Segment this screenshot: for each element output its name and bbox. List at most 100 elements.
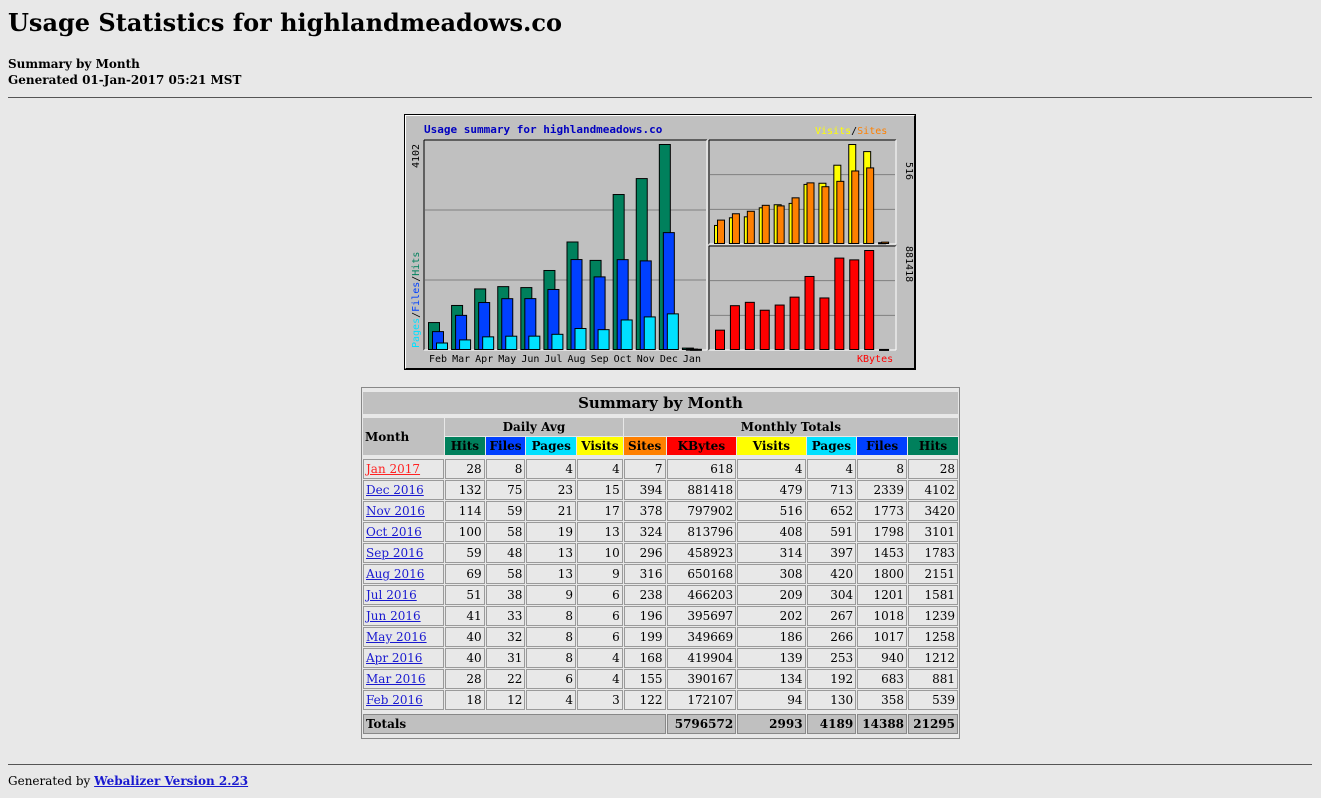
month-link[interactable]: Dec 2016 [366, 483, 424, 497]
monthly-cell: 186 [737, 627, 806, 647]
daily-cell: 13 [526, 543, 577, 563]
monthly-col-kbytes: KBytes [666, 437, 737, 455]
month-link[interactable]: Apr 2016 [366, 651, 423, 665]
daily-cell: 12 [485, 690, 526, 710]
monthly-cell: 358 [857, 690, 908, 710]
monthly-cell: 304 [806, 585, 857, 605]
month-link[interactable]: Nov 2016 [366, 504, 425, 518]
daily-cell: 69 [445, 564, 485, 584]
month-link[interactable]: Jan 2017 [366, 462, 421, 476]
bar-sites [761, 204, 770, 245]
monthly-cell: 797902 [666, 501, 737, 521]
daily-cell: 15 [577, 480, 623, 500]
bar-pages [666, 313, 679, 351]
table-row: Nov 2016 114 59 21 17 378 797902 516 652 1773 3420 [363, 501, 958, 521]
bar-sites [746, 210, 755, 244]
footer-divider [8, 764, 1312, 765]
daily-cell: 21 [526, 501, 577, 521]
bar-pages [620, 319, 633, 350]
totals-cell: 14388 [857, 714, 908, 734]
table-row: May 2016 40 32 8 6 199 349669 186 266 1017 1258 [363, 627, 958, 647]
table-row: Jul 2016 51 38 9 6 238 466203 209 304 1201 1581 [363, 585, 958, 605]
month-link[interactable]: Oct 2016 [366, 525, 422, 539]
monthly-cell: 308 [737, 564, 806, 584]
y-axis-label-part: Hits [411, 252, 422, 276]
monthly-cell: 4 [806, 459, 857, 479]
monthly-cell: 479 [737, 480, 806, 500]
table-row: Dec 2016 132 75 23 15 394 881418 479 713 2339 4102 [363, 480, 958, 500]
bar-sites [821, 186, 830, 245]
legend-part: / [851, 126, 857, 137]
daily-cell: 4 [577, 669, 623, 689]
month-link[interactable]: Aug 2016 [366, 567, 425, 581]
daily-cell: 31 [485, 648, 526, 668]
daily-cell: 9 [526, 585, 577, 605]
y-axis-label-part: / [411, 312, 422, 318]
daily-cell: 40 [445, 648, 485, 668]
month-link[interactable]: Jul 2016 [366, 588, 417, 602]
bar-sites [776, 205, 785, 244]
legend-part: Visits [815, 126, 851, 137]
monthly-totals-header: Monthly Totals [623, 418, 958, 436]
y-max-label: 4102 [411, 144, 422, 168]
x-tick-label: Apr [475, 354, 493, 365]
daily-cell: 41 [445, 606, 485, 626]
table-row: Jun 2016 41 33 8 6 196 395697 202 267 1018 1239 [363, 606, 958, 626]
bar-pages [643, 316, 656, 350]
y-axis-label-part: Pages [411, 318, 422, 348]
daily-cell: 18 [445, 690, 485, 710]
monthly-cell: 539 [908, 690, 958, 710]
kbytes-legend: KBytes [857, 354, 893, 365]
bar-kbytes [729, 305, 740, 351]
bar-pages [551, 333, 564, 350]
monthly-cell: 316 [623, 564, 666, 584]
visits-sites-legend: Visits/Sites [815, 126, 887, 137]
bar-kbytes [879, 348, 890, 351]
monthly-cell: 134 [737, 669, 806, 689]
daily-cell: 8 [485, 459, 526, 479]
bar-sites [806, 182, 815, 244]
monthly-cell: 168 [623, 648, 666, 668]
monthly-cell: 408 [737, 522, 806, 542]
daily-cell: 3 [577, 690, 623, 710]
monthly-cell: 458923 [666, 543, 737, 563]
monthly-cell: 130 [806, 690, 857, 710]
summary-by-month-table: Summary by Month Month Daily Avg Monthly To… [361, 387, 960, 739]
report-subtitle: Summary by Month [8, 57, 140, 71]
daily-cell: 23 [526, 480, 577, 500]
monthly-cell: 267 [806, 606, 857, 626]
month-link[interactable]: May 2016 [366, 630, 427, 644]
monthly-col-files: Files [857, 437, 908, 455]
daily-cell: 4 [577, 648, 623, 668]
daily-cell: 6 [577, 585, 623, 605]
table-title: Summary by Month [363, 392, 958, 414]
bar-kbytes [804, 275, 815, 350]
x-tick-label: Aug [568, 354, 586, 365]
monthly-cell: 238 [623, 585, 666, 605]
bar-kbytes [789, 296, 800, 350]
monthly-cell: 618 [666, 459, 737, 479]
monthly-cell: 1783 [908, 543, 958, 563]
bar-kbytes [759, 309, 770, 350]
month-link[interactable]: Feb 2016 [366, 693, 423, 707]
month-link[interactable]: Jun 2016 [366, 609, 421, 623]
webalizer-link[interactable]: Webalizer Version 2.23 [94, 774, 249, 788]
month-link[interactable]: Sep 2016 [366, 546, 424, 560]
bar-kbytes [744, 301, 755, 350]
daily-cell: 51 [445, 585, 485, 605]
monthly-cell: 196 [623, 606, 666, 626]
daily-cell: 40 [445, 627, 485, 647]
monthly-cell: 1018 [857, 606, 908, 626]
x-tick-label: Nov [637, 354, 655, 365]
daily-cell: 8 [526, 606, 577, 626]
month-link[interactable]: Mar 2016 [366, 672, 426, 686]
monthly-cell: 390167 [666, 669, 737, 689]
bar-kbytes [864, 250, 875, 350]
daily-cell: 33 [485, 606, 526, 626]
bar-pages [505, 335, 518, 350]
monthly-cell: 192 [806, 669, 857, 689]
bar-sites [791, 197, 800, 245]
monthly-cell: 397 [806, 543, 857, 563]
bar-sites [866, 167, 875, 245]
daily-col-pages: Pages [526, 437, 577, 455]
